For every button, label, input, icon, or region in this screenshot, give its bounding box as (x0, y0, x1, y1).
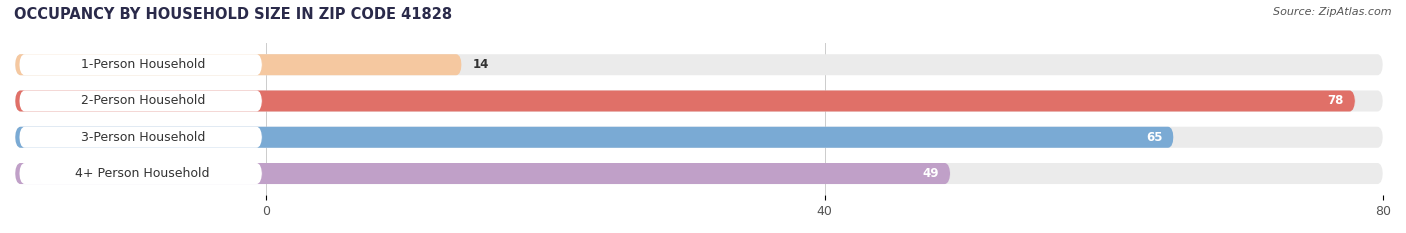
FancyBboxPatch shape (20, 127, 262, 148)
FancyBboxPatch shape (20, 90, 262, 112)
FancyBboxPatch shape (15, 127, 1174, 148)
Text: OCCUPANCY BY HOUSEHOLD SIZE IN ZIP CODE 41828: OCCUPANCY BY HOUSEHOLD SIZE IN ZIP CODE … (14, 7, 453, 22)
Text: 78: 78 (1327, 95, 1344, 107)
Text: 49: 49 (922, 167, 939, 180)
FancyBboxPatch shape (15, 163, 1384, 184)
Text: 2-Person Household: 2-Person Household (80, 95, 205, 107)
FancyBboxPatch shape (20, 54, 262, 75)
Text: 3-Person Household: 3-Person Household (80, 131, 205, 144)
Text: 4+ Person Household: 4+ Person Household (76, 167, 209, 180)
Text: 65: 65 (1146, 131, 1163, 144)
Text: 14: 14 (472, 58, 489, 71)
FancyBboxPatch shape (15, 127, 1384, 148)
Text: 1-Person Household: 1-Person Household (80, 58, 205, 71)
FancyBboxPatch shape (15, 163, 950, 184)
FancyBboxPatch shape (15, 54, 461, 75)
FancyBboxPatch shape (20, 163, 262, 184)
FancyBboxPatch shape (15, 90, 1355, 112)
FancyBboxPatch shape (15, 54, 1384, 75)
FancyBboxPatch shape (15, 90, 1384, 112)
Text: Source: ZipAtlas.com: Source: ZipAtlas.com (1274, 7, 1392, 17)
